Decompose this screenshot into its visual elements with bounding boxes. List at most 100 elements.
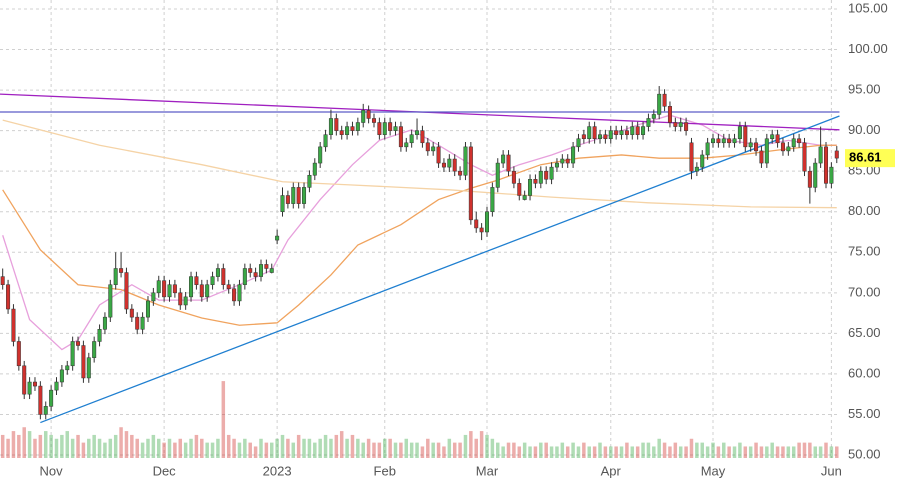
volume-bar <box>662 442 667 458</box>
volume-bar <box>113 434 118 458</box>
x-tick-label: 2023 <box>263 463 292 478</box>
candle-body <box>404 142 409 148</box>
candle-body <box>818 146 823 164</box>
candle-body <box>754 142 759 152</box>
candle-body <box>624 130 629 135</box>
volume-bar <box>194 434 199 458</box>
volume-bar <box>205 442 209 458</box>
overlay-line <box>40 115 840 424</box>
candle-body <box>355 122 360 131</box>
volume-bar <box>469 431 473 458</box>
volume-bar <box>232 438 236 458</box>
volume-bar <box>87 438 91 458</box>
candle-body <box>215 268 220 277</box>
volume-bar <box>119 427 123 458</box>
candle-body <box>436 146 441 164</box>
volume-bar <box>458 442 462 458</box>
y-tick-label: 75.00 <box>848 244 881 259</box>
volume-bar <box>716 446 721 458</box>
y-tick-label: 65.00 <box>848 325 881 340</box>
volume-bar <box>76 434 80 458</box>
candle-body <box>226 284 231 290</box>
volume-bar <box>506 442 511 458</box>
volume-bar <box>835 446 839 458</box>
volume-bar <box>124 431 129 458</box>
volume-bar <box>167 438 172 458</box>
volume-bar <box>162 442 166 458</box>
candle-body <box>350 126 355 131</box>
volume-bar <box>243 438 247 458</box>
volume-bar <box>549 446 554 458</box>
volume-bar <box>431 442 435 458</box>
volume-bar <box>657 438 661 458</box>
candle-body <box>743 126 748 148</box>
volume-bar <box>189 438 193 458</box>
candle-body <box>124 272 129 310</box>
volume-bar <box>727 446 731 458</box>
volume-bar <box>313 442 317 458</box>
volume-bar <box>479 431 484 458</box>
candle-body <box>135 316 140 330</box>
volume-bar <box>345 438 349 458</box>
candle-body <box>0 276 5 285</box>
candle-body <box>716 138 721 144</box>
y-tick-label: 55.00 <box>848 406 881 421</box>
candle-body <box>178 292 183 306</box>
volume-bar <box>210 442 215 458</box>
volume-bar <box>652 446 656 458</box>
y-tick-label: 80.00 <box>848 203 881 218</box>
x-tick-label: Nov <box>40 463 64 478</box>
candle-body <box>598 134 602 139</box>
volume-bar <box>496 442 500 458</box>
candle-body <box>463 146 468 176</box>
volume-bar <box>684 446 688 458</box>
volume-bar <box>522 442 527 458</box>
last-price-label: 86.61 <box>849 150 882 165</box>
volume-bar <box>555 446 559 458</box>
volume-bar <box>544 442 548 458</box>
volume-bar <box>366 438 371 458</box>
volume-bar <box>452 442 457 458</box>
volume-bar <box>738 442 742 458</box>
volume-bar <box>501 446 505 458</box>
candle-body <box>210 276 215 285</box>
volume-bar <box>221 381 226 458</box>
volume-bar <box>388 438 392 458</box>
volume-bar <box>404 438 409 458</box>
y-tick-label: 100.00 <box>848 41 888 56</box>
candle-body <box>517 183 522 196</box>
candle-body <box>495 162 500 188</box>
volume-bar <box>711 442 715 458</box>
candle-body <box>630 126 635 135</box>
candle-body <box>11 308 16 342</box>
volume-bar <box>587 446 591 458</box>
volume-bar <box>824 442 828 458</box>
candle-body <box>764 138 769 164</box>
candle-body <box>678 122 683 127</box>
candle-body <box>113 268 118 285</box>
volume-bar <box>560 442 565 458</box>
candle-body <box>108 284 113 318</box>
volume-bar <box>17 434 21 458</box>
candle-body <box>264 264 269 269</box>
volume-bar <box>38 434 43 458</box>
volume-bar <box>668 446 672 458</box>
volume-bar <box>808 442 812 458</box>
candle-body <box>43 406 48 415</box>
candle-body <box>167 284 172 298</box>
candle-body <box>258 264 263 277</box>
volume-bar <box>130 434 134 458</box>
volume-bar <box>797 442 801 458</box>
volume-bar <box>781 446 785 458</box>
volume-bar <box>447 438 452 458</box>
candle-body <box>565 158 570 164</box>
candle-body <box>248 268 253 273</box>
volume-bar <box>27 431 32 458</box>
volume-bar <box>151 434 156 458</box>
volume-bar <box>565 446 570 458</box>
candle-body <box>641 126 646 135</box>
candle-body <box>533 179 538 184</box>
candle-body <box>92 341 97 358</box>
candle-body <box>409 134 414 144</box>
volume-bar <box>775 446 780 458</box>
